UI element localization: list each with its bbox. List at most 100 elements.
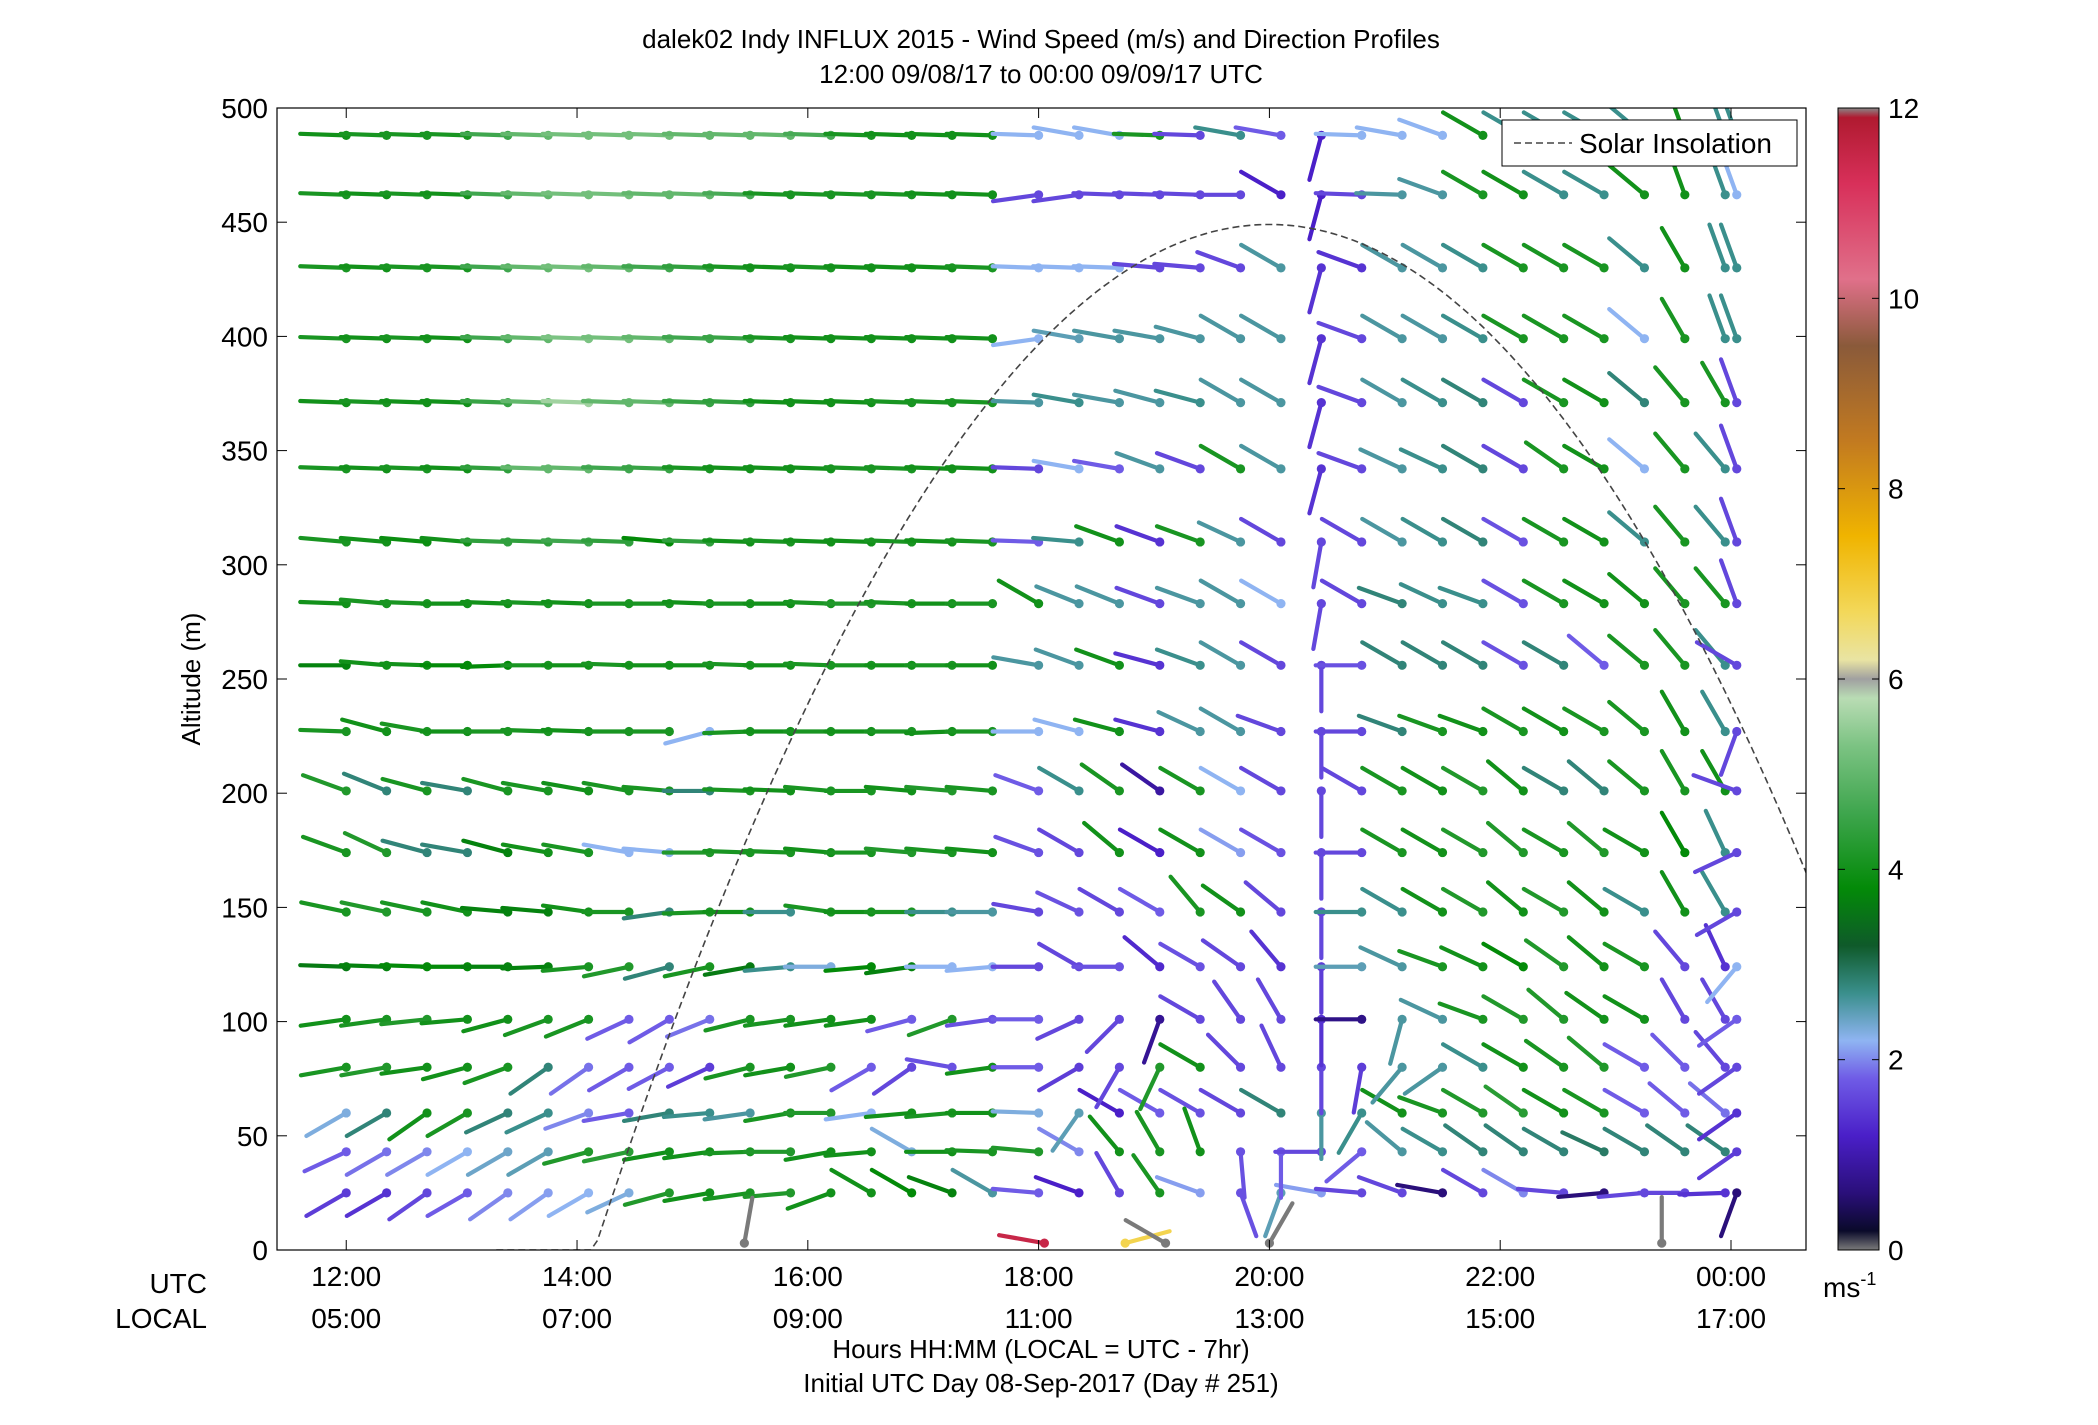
wind-barb-shaft — [904, 1110, 955, 1120]
wind-barb-shaft — [1718, 357, 1739, 405]
wind-barb-shaft — [702, 848, 753, 855]
wind-barb — [1521, 242, 1569, 273]
wind-barb — [1356, 1175, 1407, 1198]
wind-barb — [425, 1108, 473, 1139]
wind-barb — [500, 842, 553, 858]
wind-barb-dot — [1074, 1108, 1084, 1118]
wind-barb-shaft — [1521, 377, 1566, 405]
wind-barb — [1120, 762, 1165, 796]
wind-barb — [1521, 1126, 1569, 1157]
wind-barb-dot — [1357, 907, 1367, 917]
wind-barb-dot — [705, 1108, 715, 1118]
wind-barb-dot — [866, 962, 876, 972]
wind-barb — [1566, 880, 1609, 917]
wind-barb — [1074, 524, 1124, 547]
wind-barb-shaft — [783, 1149, 834, 1162]
wind-barb — [1316, 384, 1367, 408]
wind-barb-dot — [1195, 1014, 1205, 1024]
wind-barb-shaft — [1607, 307, 1647, 341]
y-tick-label: 250 — [221, 664, 268, 695]
wind-barb — [1481, 377, 1528, 408]
wind-barb-shaft — [990, 538, 1041, 545]
wind-barb — [1659, 225, 1690, 273]
wind-barb-shaft — [459, 131, 510, 138]
wind-barb — [1152, 130, 1205, 141]
wind-barb-dot — [1074, 130, 1084, 141]
wind-barb-dot — [1639, 1014, 1650, 1024]
wind-barb-shaft — [1319, 516, 1364, 545]
wind-barb-dot — [1357, 537, 1367, 547]
wind-barb-shaft — [378, 131, 430, 138]
wind-barb-dot — [583, 847, 594, 858]
wind-barb — [1158, 827, 1205, 858]
wind-barb-shaft — [1111, 131, 1162, 138]
wind-barb-shaft — [580, 264, 632, 270]
wind-barb-dot — [1732, 726, 1742, 737]
wind-barb — [1243, 880, 1286, 917]
wind-barb — [1239, 640, 1286, 670]
wind-barb-shaft — [298, 727, 349, 734]
wind-barb — [541, 780, 594, 796]
wind-barb-shaft — [904, 1057, 955, 1070]
wind-barb-shaft — [1034, 584, 1082, 606]
wind-barb-dot — [543, 847, 553, 858]
wind-barb-shaft — [1521, 516, 1566, 545]
wind-barb-shaft — [1117, 827, 1162, 855]
wind-barb — [1521, 377, 1569, 408]
wind-barb — [1360, 640, 1407, 670]
wind-barb — [1481, 994, 1528, 1024]
wind-barb-shaft — [344, 1190, 389, 1219]
wind-barb-shaft — [903, 131, 955, 138]
wind-barb — [542, 1147, 594, 1166]
wind-barb — [1440, 313, 1488, 344]
wind-barb-dot — [1732, 660, 1742, 670]
wind-barb-dot — [422, 1108, 432, 1118]
wind-barb-dot — [1437, 1014, 1448, 1024]
wind-barb-shaft — [993, 834, 1041, 855]
wind-barb-dot — [1437, 1147, 1448, 1157]
wind-barb-shaft — [782, 538, 834, 545]
wind-barb-shaft — [378, 465, 430, 471]
wind-barb-dot — [1235, 726, 1246, 737]
wind-barb-dot — [1114, 1188, 1124, 1198]
wind-barb-dot — [664, 1188, 674, 1198]
wind-barb-shaft — [622, 964, 672, 981]
wind-barb-dot — [1478, 398, 1488, 408]
wind-barb-shaft — [1356, 713, 1405, 734]
wind-barb — [541, 842, 594, 858]
wind-barb-shaft — [863, 1110, 914, 1120]
wind-barb-shaft — [863, 264, 914, 270]
wind-barb-dot — [785, 1014, 796, 1024]
wind-barb-shaft — [1356, 1175, 1405, 1196]
wind-barb — [1235, 1147, 1247, 1200]
wind-barb — [1031, 328, 1084, 344]
wind-barb-shaft — [1523, 440, 1566, 471]
wind-barb-shaft — [299, 900, 349, 915]
wind-barb-shaft — [1566, 935, 1607, 969]
wind-barb-dot — [1235, 786, 1246, 796]
wind-barb-shaft — [540, 264, 591, 270]
wind-barb-shaft — [823, 1017, 874, 1028]
wind-barb — [944, 784, 998, 796]
wind-barb — [339, 1062, 392, 1078]
wind-barb-shaft — [543, 1017, 591, 1039]
wind-barb — [1440, 242, 1488, 273]
wind-barb-shaft — [1198, 578, 1243, 606]
wind-barb — [622, 1188, 674, 1207]
wind-barb-shaft — [863, 846, 914, 855]
wind-barb-shaft — [385, 1149, 430, 1177]
wind-barb-shaft — [378, 191, 430, 197]
wind-barb — [1031, 392, 1084, 408]
wind-barb-dot — [382, 726, 392, 737]
wind-barb — [462, 1062, 513, 1086]
wind-barb-dot — [1034, 1188, 1044, 1198]
wind-barb-shaft — [1602, 1126, 1647, 1154]
wind-barb-shaft — [1239, 1087, 1284, 1116]
y-tick-label: 450 — [221, 207, 268, 238]
wind-barb-dot — [1316, 537, 1326, 547]
chart-title: dalek02 Indy INFLUX 2015 - Wind Speed (m… — [642, 24, 1440, 54]
y-tick-label: 0 — [252, 1235, 268, 1266]
wind-barb — [1313, 1014, 1367, 1024]
wind-barb — [1440, 1167, 1488, 1198]
wind-barb-dot — [1599, 398, 1609, 408]
